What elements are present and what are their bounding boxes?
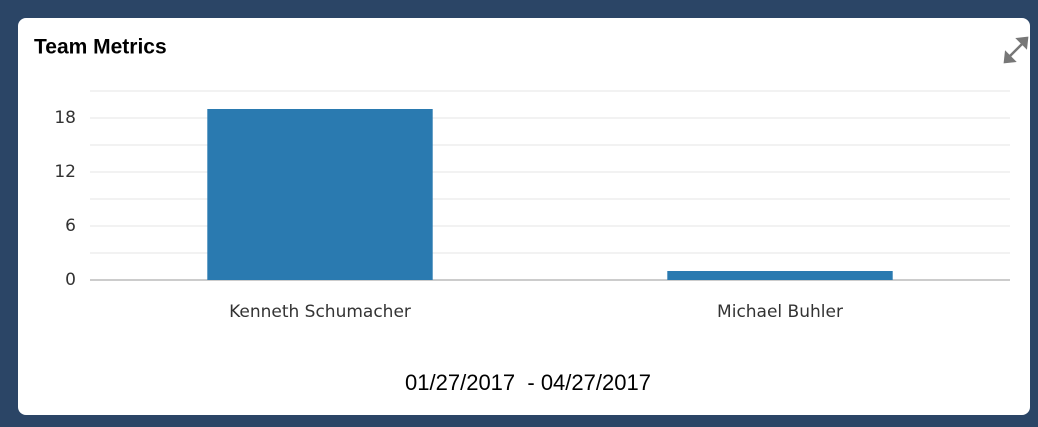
y-tick-label: 18 (54, 108, 76, 128)
card (18, 18, 1030, 415)
y-tick-label: 6 (65, 216, 76, 236)
date-range: 01/27/2017 - 04/27/2017 (405, 370, 651, 395)
bar (207, 109, 433, 280)
expand-icon[interactable] (1003, 36, 1029, 64)
y-tick-label: 0 (65, 270, 76, 290)
y-tick-label: 12 (54, 162, 76, 182)
x-tick-label: Michael Buhler (717, 302, 843, 322)
chart-title: Team Metrics (34, 36, 167, 59)
x-tick-label: Kenneth Schumacher (229, 302, 411, 322)
bar (667, 271, 893, 280)
